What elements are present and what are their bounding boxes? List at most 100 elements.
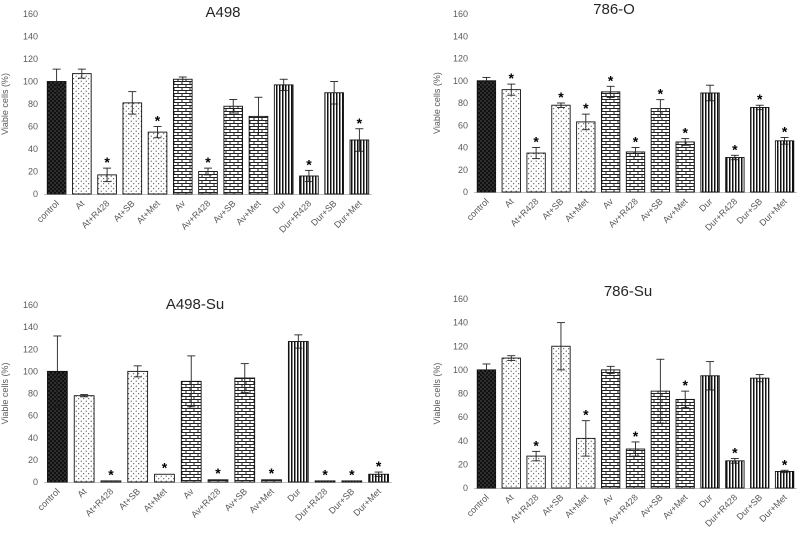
x-tick-label: Dur [285, 486, 302, 503]
significance-marker: * [757, 91, 763, 107]
bar-at-r428 [100, 480, 122, 483]
x-tick-label: Dur+Met [757, 492, 789, 524]
chart-title: 786-Su [604, 283, 652, 300]
bar-av-met [675, 141, 695, 193]
significance-marker: * [633, 134, 639, 150]
bar-at-sb [127, 370, 149, 483]
y-tick-label: 160 [23, 9, 38, 19]
y-tick-label: 0 [33, 477, 38, 487]
x-tick-label: At+SB [117, 486, 142, 511]
y-tick-label: 20 [458, 459, 468, 469]
bar-at-met [576, 121, 596, 193]
significance-marker: * [533, 134, 539, 150]
significance-marker: * [658, 86, 664, 102]
y-tick-label: 0 [33, 189, 38, 199]
significance-marker: * [269, 465, 275, 481]
significance-marker: * [357, 115, 363, 131]
y-tick-label: 120 [23, 54, 38, 64]
x-tick-label: At+R428 [83, 486, 115, 518]
chart-title: A498-Su [166, 296, 224, 313]
bar-control [476, 369, 497, 489]
bar-av-sb [650, 108, 670, 193]
bar-av [172, 78, 193, 195]
x-tick-label: Av+Met [234, 198, 263, 227]
y-tick-label: 140 [23, 32, 38, 42]
y-tick-label: 40 [458, 436, 468, 446]
x-tick-label: At+Met [135, 198, 163, 226]
bar-dur [273, 84, 294, 195]
x-tick-label: At [503, 492, 516, 505]
bar-av-r428 [625, 151, 646, 193]
bar-av-sb [234, 377, 256, 483]
y-axis-label: Viable cells (%) [0, 73, 10, 135]
x-tick-label: Av+SB [223, 486, 250, 513]
y-tick-label: 80 [28, 389, 38, 399]
significance-marker: * [782, 456, 788, 472]
y-axis-label: Viable cells (%) [432, 363, 442, 425]
significance-marker: * [633, 428, 639, 444]
significance-marker: * [162, 460, 168, 476]
bar-dur-sb [750, 377, 770, 489]
significance-marker: * [558, 89, 564, 105]
significance-marker: * [306, 156, 312, 172]
y-tick-label: 140 [453, 31, 468, 41]
significance-marker: * [732, 444, 738, 460]
y-tick-label: 80 [458, 98, 468, 108]
y-tick-label: 40 [28, 433, 38, 443]
x-tick-label: Dur [697, 492, 714, 509]
significance-marker: * [205, 154, 211, 170]
y-tick-label: 160 [453, 9, 468, 19]
x-tick-label: Dur+Met [757, 196, 789, 228]
chart-panel-1: A498 Viable cells (%) 0 20 40 60 80 100 120 140 16… [0, 4, 372, 235]
y-tick-label: 60 [458, 412, 468, 422]
x-tick-label: At+SB [540, 492, 565, 517]
bar-dur [700, 92, 720, 193]
y-tick-label: 80 [28, 99, 38, 109]
y-tick-label: 40 [458, 143, 468, 153]
chart-panel-4: 786-Su Viable cells (%) 0 20 40 60 80 100 120 140… [432, 283, 797, 529]
x-tick-label: control [465, 492, 491, 518]
x-tick-label: Dur+Met [332, 198, 364, 230]
x-tick-label: Av+Met [661, 196, 690, 225]
y-tick-label: 20 [28, 167, 38, 177]
significance-marker: * [509, 70, 515, 86]
y-axis-label: Viable cells (%) [432, 72, 442, 134]
x-tick-label: Av+Met [661, 492, 690, 521]
x-tick-label: At+Met [563, 492, 591, 520]
y-tick-label: 140 [23, 322, 38, 332]
y-tick-label: 0 [463, 187, 468, 197]
bar-dur-r428 [314, 480, 336, 483]
x-tick-label: At [503, 196, 516, 209]
bar-at-met [147, 131, 168, 195]
bar-av-r428 [207, 479, 229, 483]
bar-av [601, 369, 621, 489]
significance-marker: * [349, 466, 355, 482]
significance-marker: * [533, 437, 539, 453]
x-tick-label: At+SB [111, 198, 136, 223]
y-tick-label: 140 [453, 318, 468, 328]
x-tick-label: Av [601, 196, 616, 211]
x-tick-label: Dur [697, 196, 714, 213]
bar-av [601, 91, 621, 193]
y-tick-label: 160 [23, 300, 38, 310]
x-tick-label: Av [173, 198, 188, 213]
significance-marker: * [155, 113, 161, 129]
significance-marker: * [215, 465, 221, 481]
bar-at [73, 395, 95, 483]
bar-at-sb [122, 102, 143, 195]
x-tick-label: control [35, 198, 61, 224]
y-axis-label: Viable cells (%) [0, 363, 10, 425]
bar-dur [287, 341, 309, 483]
bar-av-met [675, 398, 695, 489]
chart-title: A498 [205, 4, 240, 21]
bar-dur-r428 [725, 157, 745, 193]
significance-marker: * [376, 458, 382, 474]
x-tick-label: Av [181, 486, 196, 501]
x-tick-label: At+Met [141, 486, 169, 514]
y-tick-label: 120 [23, 344, 38, 354]
y-tick-label: 120 [453, 341, 468, 351]
bar-at [72, 73, 92, 195]
y-tick-label: 100 [453, 76, 468, 86]
significance-marker: * [108, 466, 114, 482]
